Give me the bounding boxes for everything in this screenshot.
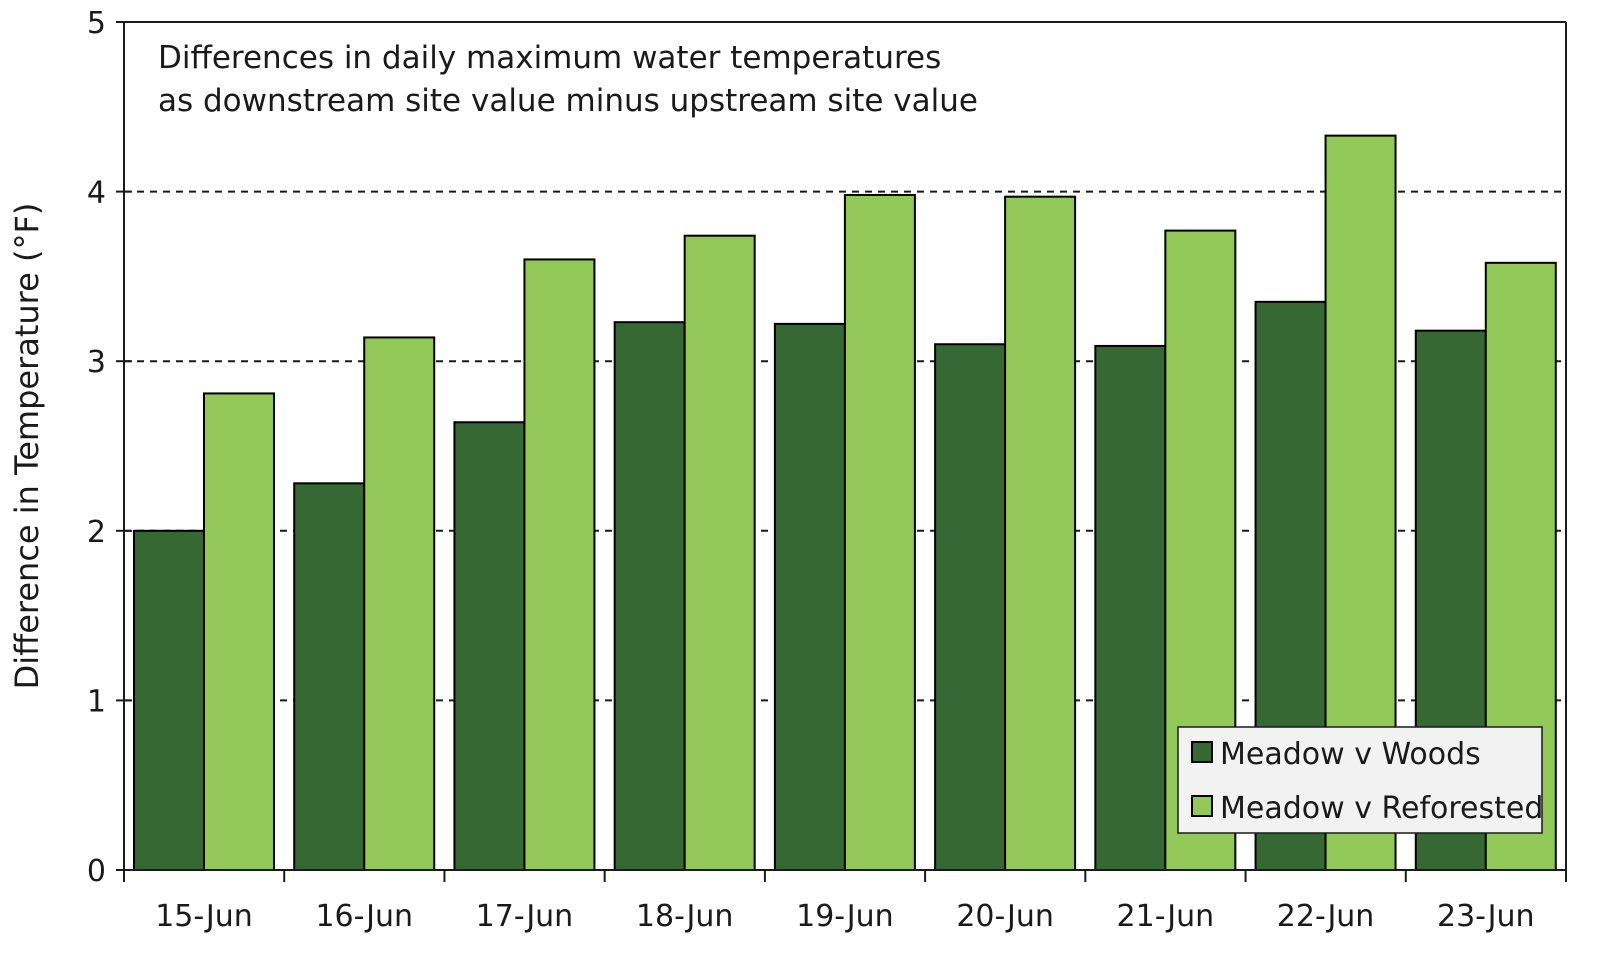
bar-meadow-v-woods	[293, 482, 366, 871]
bar-meadow-v-reforested	[203, 392, 275, 871]
bar-meadow-v-woods	[453, 421, 526, 871]
y-tick-label: 0	[87, 854, 106, 889]
y-axis-label: Difference in Temperature (°F)	[8, 203, 46, 690]
y-tick-label: 5	[87, 6, 106, 41]
y-tick-label: 2	[87, 515, 106, 550]
bar-meadow-v-woods	[1094, 344, 1167, 872]
chart-title-line-2: as downstream site value minus upstream …	[158, 83, 978, 119]
axes	[116, 21, 1567, 882]
y-tick-label: 4	[87, 176, 106, 211]
legend-label-meadow-v-woods: Meadow v Woods	[1220, 737, 1481, 772]
bar-meadow-v-woods	[613, 321, 686, 871]
legend-swatch-meadow-v-reforested	[1191, 795, 1213, 817]
x-tick-label: 23-Jun	[1437, 899, 1535, 934]
bar-meadow-v-reforested	[523, 258, 596, 871]
legend-box	[1177, 726, 1543, 834]
legend-label-meadow-v-reforested: Meadow v Reforested	[1220, 791, 1543, 826]
legend: Meadow v Woods Meadow v Reforested	[1177, 726, 1543, 834]
y-tick-labels: 0 1 2 3 4 5	[87, 6, 106, 889]
chart-title-line-1: Differences in daily maximum water tempe…	[158, 40, 941, 76]
x-tick-label: 21-Jun	[1117, 899, 1215, 934]
x-tick-label: 20-Jun	[956, 899, 1054, 934]
x-tick-labels: 15-Jun 16-Jun 17-Jun 18-Jun 19-Jun 20-Jun 21-J…	[155, 899, 1534, 934]
x-tick-label: 16-Jun	[315, 899, 413, 934]
x-tick-label: 17-Jun	[476, 899, 574, 934]
x-tick-label: 18-Jun	[636, 899, 734, 934]
y-tick-label: 3	[87, 345, 106, 380]
bar-meadow-v-reforested	[363, 336, 436, 871]
bar-meadow-v-reforested	[1004, 195, 1077, 872]
bar-meadow-v-reforested	[683, 234, 756, 872]
y-tick-label: 1	[87, 684, 106, 719]
bars	[133, 134, 1557, 872]
bar-meadow-v-woods	[773, 322, 846, 871]
bar-meadow-v-woods	[934, 343, 1007, 871]
bar-meadow-v-reforested	[843, 193, 916, 871]
x-tick-label: 15-Jun	[155, 899, 253, 934]
x-tick-label: 22-Jun	[1277, 899, 1375, 934]
legend-swatch-meadow-v-woods	[1191, 741, 1213, 763]
bar-meadow-v-woods	[133, 529, 205, 871]
x-tick-label: 19-Jun	[796, 899, 894, 934]
